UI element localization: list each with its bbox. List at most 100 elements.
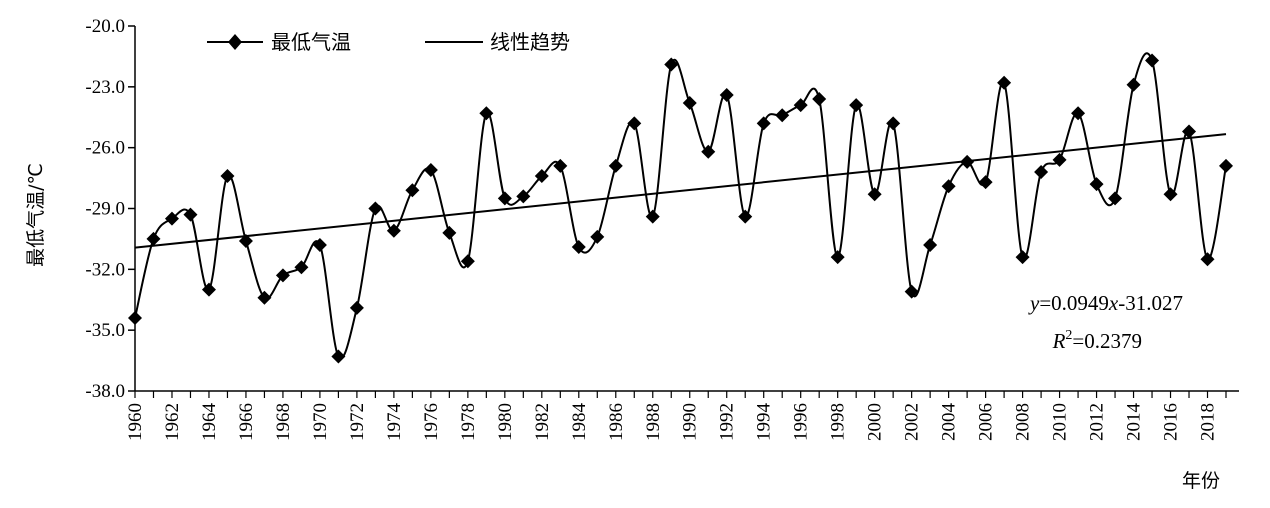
data-point [164,211,179,226]
data-point [386,223,401,238]
y-tick-label: -23.0 [85,77,125,98]
y-tick-label: -38.0 [85,381,125,402]
data-point [571,240,586,255]
x-tick-label: 2004 [939,403,960,442]
legend-label-trend: 线性趋势 [490,30,570,54]
x-tick-label: 1976 [421,403,442,441]
x-tick-label: 1970 [310,403,331,441]
y-axis-ticks: -20.0 -23.0 -26.0 -29.0 -32.0 -35.0 -38.0 [85,16,135,402]
x-tick-label: 2014 [1124,403,1145,442]
legend: 最低气温 线性趋势 [207,30,570,54]
y-tick-label: -20.0 [85,16,125,37]
data-point [793,98,808,113]
data-point [183,207,198,222]
data-point [312,238,327,252]
data-point [146,231,161,246]
data-point [997,75,1012,90]
data-point [1052,152,1067,167]
data-point [257,290,272,305]
y-axis-title: 最低气温/℃ [25,163,47,267]
data-point [830,250,845,265]
x-tick-label: 2012 [1087,403,1108,441]
data-point [645,209,660,224]
regression-equation: y=0.0949x-31.027 [1028,291,1183,315]
data-point [941,179,956,194]
data-point [1219,158,1233,173]
x-tick-label: 2010 [1050,403,1071,441]
x-tick-label: 1982 [532,403,553,441]
data-point [664,57,679,72]
data-point [849,98,864,113]
data-point [738,209,753,224]
data-point [423,162,438,177]
data-point [960,154,975,169]
x-tick-label: 1996 [791,403,812,441]
legend-label-min-temp: 最低气温 [271,30,351,54]
x-tick-label: 1992 [717,403,738,441]
x-tick-label: 1972 [347,403,368,441]
data-point [923,238,938,252]
data-point [442,225,457,240]
data-point [701,144,716,159]
y-tick-label: -32.0 [85,259,125,280]
x-tick-label: 1986 [606,403,627,441]
x-tick-label: 2002 [902,403,923,441]
data-point [1089,177,1104,192]
data-point [1108,191,1123,206]
data-point [627,116,642,131]
data-point [756,116,771,131]
data-point [775,108,790,123]
x-tick-label: 2006 [976,403,997,441]
x-tick-label: 1978 [458,403,479,441]
data-point [534,169,549,184]
data-point [516,189,531,204]
y-tick-label: -35.0 [85,320,125,341]
y-tick-label: -26.0 [85,138,125,159]
data-point [497,191,512,206]
x-axis-ticks: 1960 1962 1964 1966 1968 1970 1972 1974 1976 1978… [125,391,1227,442]
data-point [867,187,882,202]
trend-line [134,133,1227,249]
data-point [1182,124,1197,139]
data-point [553,158,568,173]
data-point [904,284,919,299]
data-point [1145,53,1160,68]
y-tick-label: -29.0 [85,199,125,220]
data-point [460,254,475,269]
data-point [220,169,235,184]
data-point [1034,165,1049,179]
x-tick-label: 1990 [680,403,701,441]
x-tick-label: 1980 [495,403,516,441]
x-tick-label: 1984 [569,403,590,442]
x-tick-label: 2000 [865,403,886,441]
x-tick-label: 2008 [1013,403,1034,441]
data-point [479,106,494,121]
x-tick-label: 1960 [125,403,146,441]
r-squared: R2=0.2379 [1052,328,1142,353]
data-point [812,92,827,106]
legend-marker-diamond [228,34,242,50]
data-point [201,282,216,297]
x-tick-label: 1988 [643,403,664,441]
data-point [275,268,290,283]
x-tick-label: 1962 [162,403,183,441]
x-axis-title: 年份 [1182,470,1220,492]
data-point [978,175,993,190]
x-tick-label: 1968 [273,403,294,441]
data-point [368,201,383,216]
data-point [1071,106,1086,121]
x-tick-label: 2016 [1161,403,1182,441]
x-tick-label: 1974 [384,403,405,442]
x-tick-label: 1964 [199,403,220,442]
data-point [608,158,623,173]
data-point [682,96,697,111]
data-point [238,233,253,248]
x-tick-label: 1966 [236,403,257,441]
data-point [1015,250,1030,265]
x-tick-label: 1994 [754,403,775,442]
data-point [886,116,901,131]
x-tick-label: 1998 [828,403,849,441]
data-point [294,260,309,275]
data-point [331,349,346,364]
